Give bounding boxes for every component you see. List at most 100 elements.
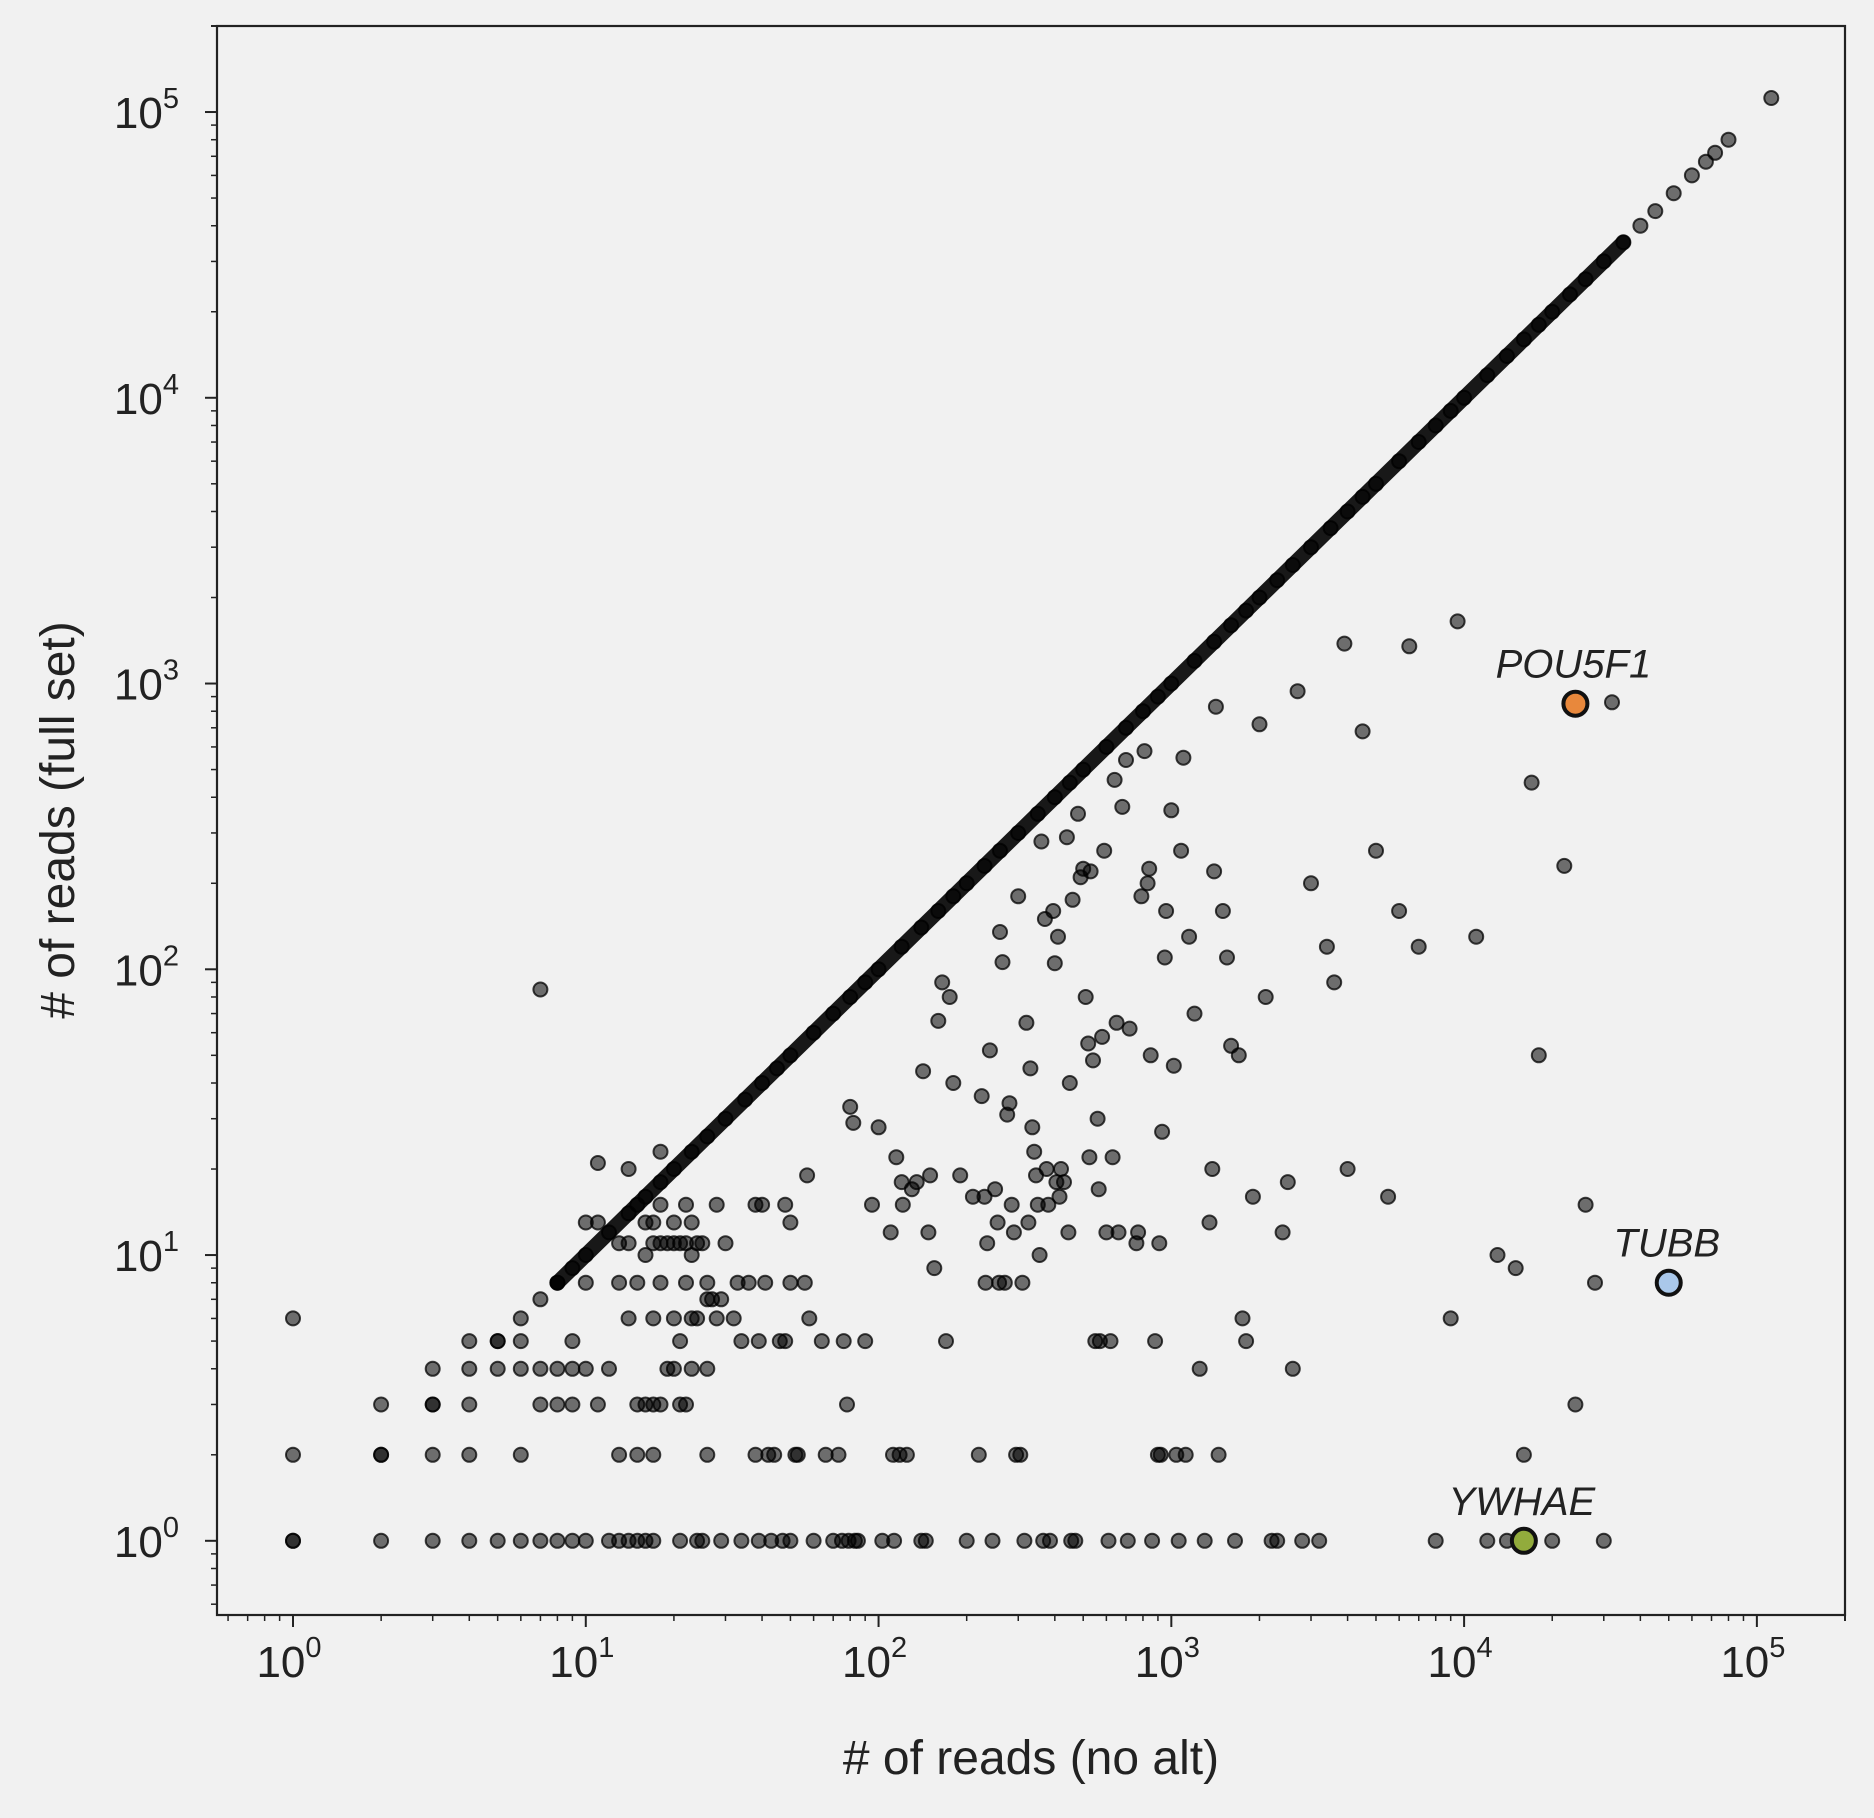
data-point	[645, 1532, 662, 1549]
data-point	[882, 1224, 899, 1241]
data-point	[754, 1196, 771, 1213]
data-point	[717, 1235, 734, 1252]
data-point	[1001, 1095, 1018, 1112]
data-point	[424, 1532, 441, 1549]
data-point	[1234, 1310, 1251, 1327]
highlight-point-ywhae	[1509, 1526, 1538, 1555]
data-point	[1033, 833, 1050, 850]
data-point	[1567, 1396, 1584, 1413]
data-point	[512, 1310, 529, 1327]
data-point	[1227, 1532, 1243, 1549]
data-point	[1110, 1224, 1127, 1241]
data-point	[970, 1446, 987, 1463]
data-point	[713, 1291, 730, 1308]
data-point	[799, 1167, 816, 1184]
data-point	[1763, 90, 1780, 106]
data-point	[1210, 1446, 1227, 1463]
data-point	[601, 1360, 617, 1377]
data-point	[1020, 1214, 1037, 1231]
data-point	[1003, 1196, 1020, 1213]
data-point	[1151, 1235, 1168, 1252]
data-point	[532, 1360, 549, 1377]
data-point	[489, 1532, 506, 1549]
data-point	[1707, 144, 1724, 161]
data-point	[958, 1532, 975, 1549]
data-point	[1251, 716, 1268, 733]
data-point	[1191, 1360, 1208, 1377]
data-point	[1090, 1181, 1107, 1198]
data-point	[1053, 1161, 1069, 1177]
data-point	[461, 1396, 478, 1413]
data-point	[424, 1360, 441, 1377]
data-point	[979, 1235, 996, 1252]
data-point	[620, 1310, 637, 1327]
data-point	[672, 1532, 689, 1549]
data-point	[373, 1396, 390, 1413]
data-point	[1201, 1214, 1218, 1231]
data-point	[1121, 1020, 1138, 1037]
data-point	[1665, 185, 1682, 202]
data-point	[1031, 1247, 1048, 1263]
data-point	[1683, 167, 1700, 184]
data-point	[1170, 1532, 1187, 1549]
data-point	[766, 1446, 783, 1463]
data-point	[1108, 1014, 1125, 1031]
data-point	[1060, 1224, 1077, 1241]
data-point	[789, 1446, 806, 1463]
data-point	[1206, 863, 1223, 880]
data-point	[1158, 903, 1175, 919]
data-point	[1336, 635, 1353, 652]
data-point	[1207, 698, 1224, 715]
highlight-label-pou5f1: POU5F1	[1496, 643, 1652, 687]
data-point	[1279, 1174, 1296, 1191]
data-point	[908, 1174, 925, 1191]
data-point	[689, 1310, 706, 1327]
data-point	[733, 1532, 750, 1549]
data-point	[699, 1360, 716, 1377]
data-point	[934, 974, 951, 991]
data-point	[424, 1396, 441, 1413]
data-point	[973, 1088, 990, 1105]
data-point	[1042, 1532, 1058, 1549]
x-tick-label: 103	[1135, 1632, 1200, 1687]
data-point	[652, 1274, 669, 1291]
data-point	[549, 1360, 566, 1377]
highlight-layer: POU5F1 TUBB YWHAE	[1449, 643, 1720, 1555]
x-tick-label: 104	[1428, 1632, 1493, 1687]
data-point	[1479, 1532, 1496, 1549]
data-point	[564, 1333, 581, 1350]
data-point	[1391, 903, 1408, 919]
data-point	[1515, 1446, 1532, 1463]
data-point	[987, 1181, 1004, 1198]
points-layer	[285, 90, 1780, 1549]
data-point	[577, 1274, 594, 1291]
data-point	[1230, 1047, 1247, 1064]
data-point	[1326, 974, 1343, 991]
data-point	[611, 1446, 628, 1463]
highlight-point-pou5f1	[1561, 689, 1590, 718]
data-point	[1294, 1532, 1311, 1549]
data-point	[888, 1149, 905, 1166]
data-point	[1720, 131, 1737, 148]
data-point	[629, 1446, 646, 1463]
data-point	[1523, 774, 1540, 791]
data-point	[1012, 1446, 1029, 1463]
data-point	[1082, 863, 1099, 880]
data-point	[1080, 1035, 1097, 1052]
data-point	[981, 1042, 998, 1059]
data-point	[1130, 1224, 1147, 1241]
data-point	[920, 1224, 937, 1241]
data-point	[564, 1360, 581, 1377]
data-point	[665, 1214, 682, 1231]
data-point	[461, 1532, 478, 1549]
data-point	[611, 1274, 628, 1291]
data-point	[1139, 875, 1156, 892]
data-point	[1106, 771, 1123, 788]
data-point	[1024, 1119, 1041, 1136]
data-point	[733, 1333, 750, 1350]
data-point	[694, 1532, 711, 1549]
data-point	[1141, 860, 1158, 877]
data-point	[694, 1235, 711, 1252]
data-point	[1089, 1110, 1106, 1127]
data-point	[1368, 842, 1384, 859]
